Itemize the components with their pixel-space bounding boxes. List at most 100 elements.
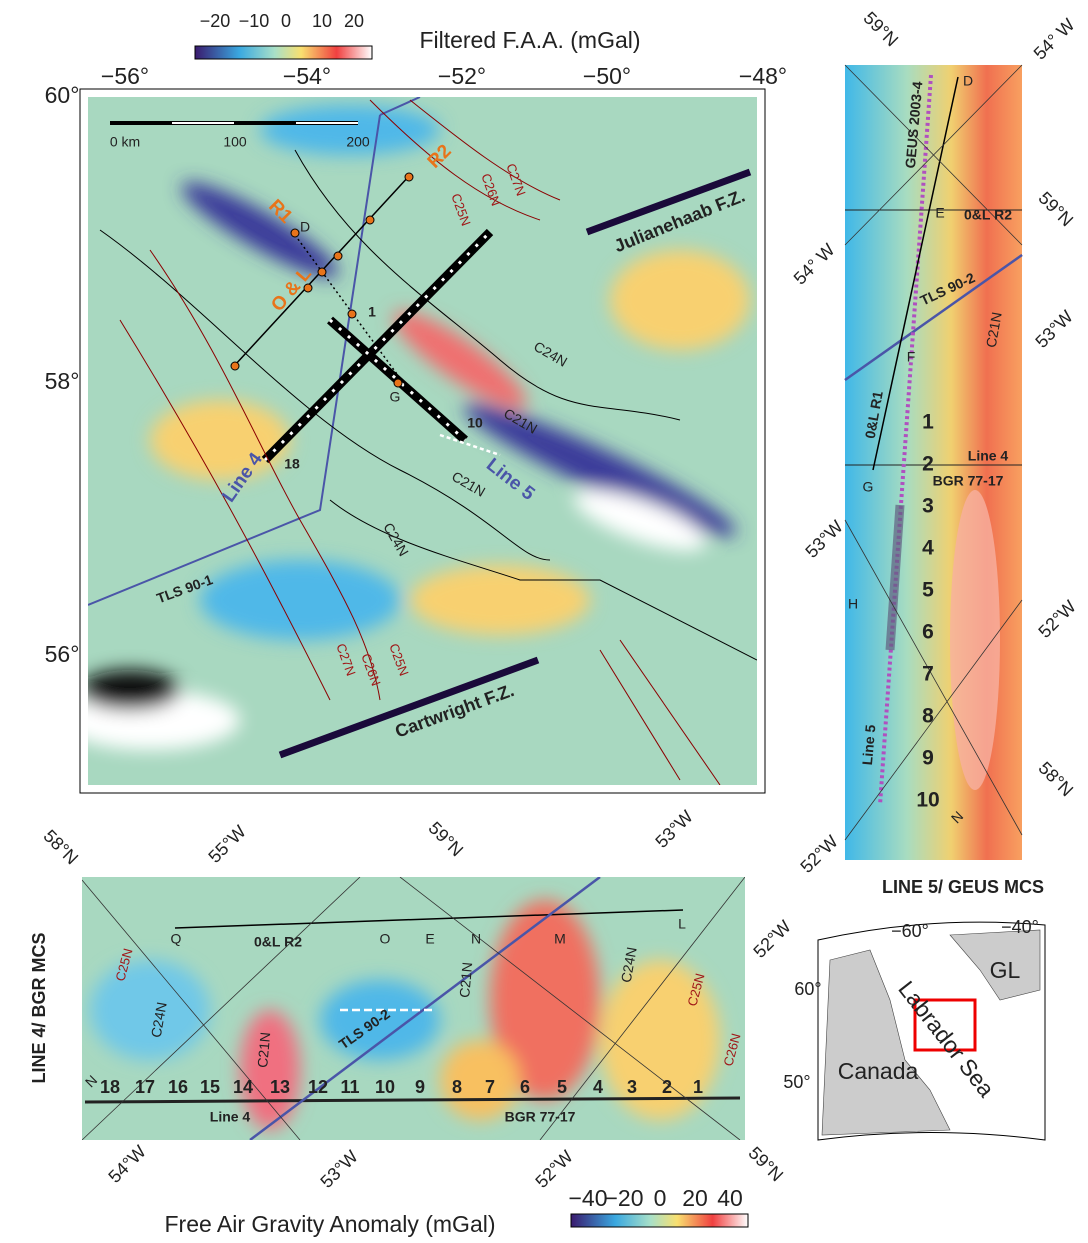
- track-label: 10: [467, 415, 483, 431]
- colorbar-title: Filtered F.A.A. (mGal): [419, 27, 640, 53]
- isochron-label: C24N: [148, 1001, 170, 1039]
- grid-label: 53°W: [316, 1146, 361, 1191]
- shotpoint-label: 2: [662, 1077, 672, 1097]
- track-label: L: [678, 916, 686, 932]
- track-label: N: [471, 931, 481, 947]
- isochron-label: C21N: [254, 1031, 273, 1068]
- shotpoint-label: 3: [922, 495, 934, 518]
- grid-label: 59°N: [1035, 188, 1078, 231]
- grid-label: 54°W: [104, 1141, 149, 1186]
- grid-label: 52°W: [796, 831, 841, 876]
- shotpoint-label: 3: [627, 1077, 637, 1097]
- track-label: Q: [171, 931, 182, 947]
- track-label: E: [935, 205, 944, 221]
- isochron-label: C24N: [618, 946, 640, 984]
- track-label: C21N: [983, 311, 1005, 349]
- track-label: BGR 77-17: [505, 1109, 576, 1125]
- track-label: H: [848, 596, 858, 612]
- colorbar-tick: 0: [281, 11, 291, 31]
- lon-label: −60°: [891, 921, 929, 941]
- colorbar-tick: 10: [312, 11, 332, 31]
- shotpoint-label: 8: [452, 1077, 462, 1097]
- scale-label: 0 km: [110, 134, 140, 150]
- track-label: Line 4: [210, 1109, 251, 1125]
- shotpoint-label: 5: [557, 1077, 567, 1097]
- track-label: E: [425, 931, 434, 947]
- lat-label: 60°: [794, 979, 821, 999]
- grid-label: 55°W: [204, 821, 249, 866]
- grid-label: 59°N: [745, 1143, 788, 1186]
- grid-label: 53°W: [1031, 306, 1076, 351]
- shotpoint-label: 9: [922, 747, 934, 770]
- panel-title: LINE 5/ GEUS MCS: [882, 877, 1044, 897]
- scale-label: 200: [346, 134, 370, 150]
- shotpoint-label: 1: [693, 1077, 703, 1097]
- grid-label: 54° W: [1030, 15, 1079, 64]
- track-label: D: [300, 219, 310, 235]
- lat-label: 58°: [45, 368, 80, 394]
- colorbar-title: Free Air Gravity Anomaly (mGal): [164, 1211, 495, 1237]
- shotpoint-label: 10: [916, 789, 939, 812]
- shotpoint-label: 7: [922, 663, 934, 686]
- shotpoint-label: 5: [922, 579, 934, 602]
- lon-label: −40°: [1001, 917, 1039, 937]
- grid-label: 58°N: [1035, 758, 1078, 801]
- track-label: G: [863, 479, 874, 495]
- lat-label: 50°: [783, 1072, 810, 1092]
- colorbar-tick: 0: [654, 1185, 667, 1211]
- colorbar-tick: −20: [200, 11, 231, 31]
- track-label: Line 4: [968, 448, 1009, 464]
- colorbar-tick: 20: [682, 1185, 708, 1211]
- track-label: D: [963, 73, 973, 89]
- colorbar-tick: −20: [604, 1185, 643, 1211]
- colorbar-tick: 20: [344, 11, 364, 31]
- shotpoint-label: 6: [922, 621, 934, 644]
- shotpoint-label: 13: [270, 1077, 290, 1097]
- track-label: 0&L R2: [254, 934, 302, 950]
- grid-label: 59°N: [425, 818, 468, 861]
- inset-map: [817, 921, 1046, 1141]
- lon-label: −52°: [438, 63, 486, 89]
- grid-label: 58°N: [40, 826, 83, 869]
- track-label: GEUS 2003-4: [902, 81, 926, 169]
- track-label: M: [554, 931, 566, 947]
- colorbar-tick: −10: [239, 11, 270, 31]
- shotpoint-label: 4: [922, 537, 934, 560]
- shotpoint-label: 4: [593, 1077, 603, 1097]
- track-label: 1: [368, 304, 376, 320]
- shotpoint-label: 8: [922, 705, 934, 728]
- region-label: GL: [990, 957, 1021, 983]
- scale-label: 100: [223, 134, 247, 150]
- shotpoint-label: 7: [485, 1077, 495, 1097]
- shotpoint-label: 9: [415, 1077, 425, 1097]
- line4-panel: [82, 877, 749, 1228]
- track-label: 0&L R2: [964, 207, 1012, 223]
- panel-title: LINE 4/ BGR MCS: [29, 932, 49, 1083]
- track-label: F: [907, 349, 916, 365]
- lon-label: −50°: [583, 63, 631, 89]
- lat-label: 56°: [45, 641, 80, 667]
- lon-label: −48°: [739, 63, 787, 89]
- track-label: G: [390, 389, 401, 405]
- track-label: BGR 77-17: [933, 473, 1004, 489]
- shotpoint-label: 12: [308, 1077, 328, 1097]
- grid-label: 59°N: [860, 8, 903, 51]
- region-label: Canada: [838, 1058, 919, 1084]
- grid-label: 52°W: [1034, 596, 1079, 641]
- grid-label: 53°W: [651, 806, 696, 851]
- colorbar-tick: −40: [568, 1185, 607, 1211]
- lat-label: 60°: [45, 82, 80, 108]
- lon-label: −54°: [283, 63, 331, 89]
- shotpoint-label: 10: [375, 1077, 395, 1097]
- shotpoint-label: 14: [233, 1077, 253, 1097]
- shotpoint-label: 15: [200, 1077, 220, 1097]
- shotpoint-label: 16: [168, 1077, 188, 1097]
- track-label: Line 5: [859, 724, 878, 766]
- main-map: [79, 45, 766, 794]
- shotpoint-label: 11: [340, 1077, 359, 1097]
- isochron-label: C21N: [456, 961, 475, 998]
- track-label: O: [380, 931, 391, 947]
- shotpoint-label: 17: [135, 1077, 155, 1097]
- shotpoint-label: 6: [520, 1077, 530, 1097]
